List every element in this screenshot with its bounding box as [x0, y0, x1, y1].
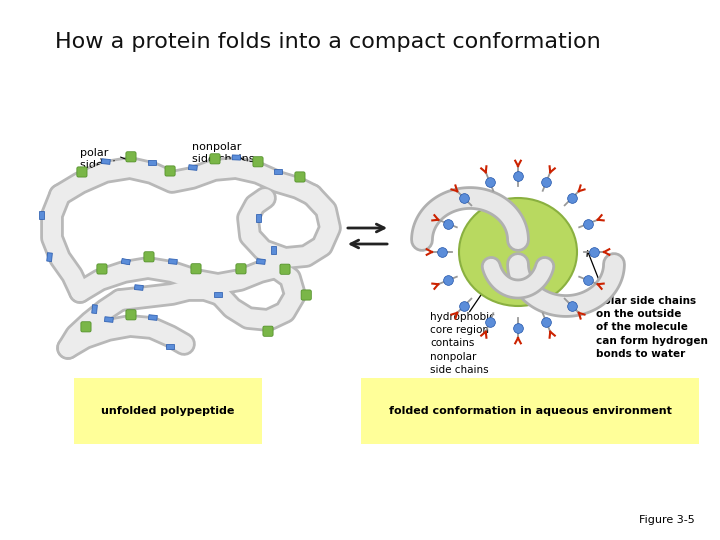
FancyBboxPatch shape — [77, 167, 87, 177]
FancyBboxPatch shape — [81, 322, 91, 332]
FancyBboxPatch shape — [295, 172, 305, 182]
FancyBboxPatch shape — [280, 264, 290, 274]
FancyBboxPatch shape — [144, 252, 154, 262]
Polygon shape — [91, 305, 97, 314]
FancyBboxPatch shape — [263, 326, 273, 336]
FancyBboxPatch shape — [126, 152, 136, 162]
Polygon shape — [104, 317, 113, 322]
Polygon shape — [271, 246, 276, 254]
Polygon shape — [148, 315, 157, 320]
FancyBboxPatch shape — [301, 290, 311, 300]
FancyBboxPatch shape — [236, 264, 246, 274]
Polygon shape — [102, 159, 110, 164]
Polygon shape — [232, 155, 240, 160]
Polygon shape — [274, 169, 282, 174]
Polygon shape — [148, 160, 156, 165]
Text: How a protein folds into a compact conformation: How a protein folds into a compact confo… — [55, 32, 600, 52]
Text: polar side chains
on the outside
of the molecule
can form hydrogen
bonds to wate: polar side chains on the outside of the … — [596, 296, 708, 359]
Polygon shape — [121, 259, 130, 265]
Polygon shape — [135, 285, 143, 291]
Polygon shape — [256, 214, 261, 222]
Polygon shape — [189, 165, 197, 170]
Text: polar
side chains: polar side chains — [80, 148, 143, 170]
Polygon shape — [256, 259, 265, 265]
Text: nonpolar
side chains: nonpolar side chains — [192, 142, 254, 164]
FancyBboxPatch shape — [253, 157, 263, 167]
FancyBboxPatch shape — [97, 264, 107, 274]
Polygon shape — [168, 259, 177, 265]
FancyBboxPatch shape — [191, 264, 201, 274]
Text: unfolded polypeptide: unfolded polypeptide — [102, 406, 235, 416]
FancyBboxPatch shape — [210, 154, 220, 164]
FancyBboxPatch shape — [126, 310, 136, 320]
Polygon shape — [47, 253, 53, 261]
FancyBboxPatch shape — [165, 166, 175, 176]
Text: Figure 3-5: Figure 3-5 — [639, 515, 695, 525]
Text: hydrophobic
core region
contains
nonpolar
side chains: hydrophobic core region contains nonpola… — [430, 312, 495, 375]
Polygon shape — [214, 292, 222, 297]
Text: folded conformation in aqueous environment: folded conformation in aqueous environme… — [389, 406, 672, 416]
Polygon shape — [166, 344, 174, 349]
Ellipse shape — [459, 198, 577, 306]
Polygon shape — [39, 211, 44, 219]
